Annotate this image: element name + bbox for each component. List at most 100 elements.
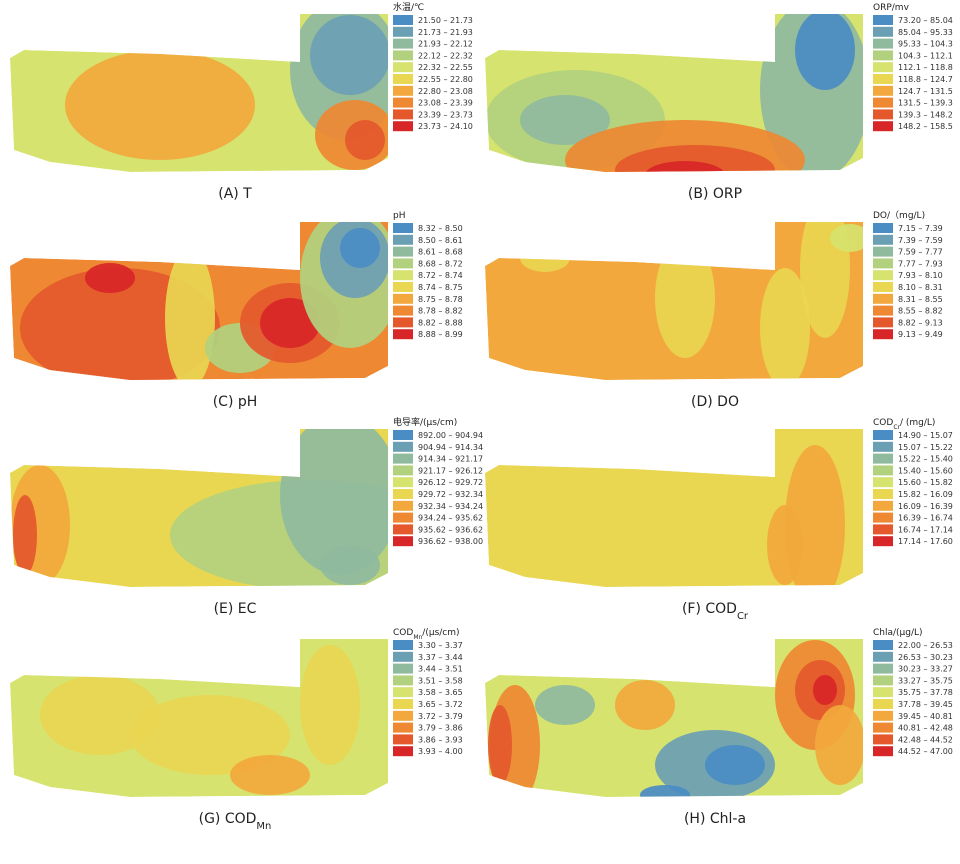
legend-label: 118.8 – 124.7 [898,75,953,84]
map-panel: 水温/℃ 21.50 – 21.73 21.73 – 21.93 21.93 – 22… [10,1,473,202]
legend-title-text: 水温/℃ [393,1,424,13]
legend-label: 8.31 – 8.55 [898,295,943,304]
legend-swatch [873,62,893,73]
legend-label: 8.61 – 8.68 [418,248,463,257]
legend-title-text: DO/（mg/L) [873,210,925,221]
legend-swatch [873,246,893,257]
contour-zone [260,298,320,348]
legend-label: 3.79 – 3.86 [418,724,463,733]
legend-swatch [873,675,893,686]
legend-swatch [393,699,413,709]
legend-label: 8.82 – 9.13 [898,318,943,327]
legend-label: 3.72 – 3.79 [418,712,463,721]
caption: (E) EC [214,601,257,617]
legend-swatch [393,687,413,698]
legend-swatch [873,15,893,25]
legend-label: 14.90 – 15.07 [898,431,953,440]
legend-swatch [873,524,893,535]
legend-swatch [393,453,413,464]
legend-swatch [873,329,893,340]
legend-label: 35.75 – 37.78 [898,688,953,697]
caption: (C) pH [213,394,258,410]
legend-label: 22.00 – 26.53 [898,641,953,650]
legend-label: 8.68 – 8.72 [418,259,463,268]
legend-title-after: /(μs/cm) [422,628,459,638]
legend-swatch [873,536,893,547]
legend-label: 3.86 – 3.93 [418,735,463,744]
legend-swatch [393,734,413,745]
contour-zone [705,745,765,785]
legend-label: 16.74 – 17.14 [898,525,953,534]
legend-label: 15.60 – 15.82 [898,478,953,487]
legend-label: 22.32 – 22.55 [418,63,473,72]
legend-swatch [873,465,893,476]
caption-text: (A) T [218,186,252,202]
legend-label: 112.1 – 118.8 [898,63,953,72]
legend-swatch [873,121,893,132]
caption-text: (D) DO [691,394,739,410]
legend-swatch [393,234,413,245]
legend-label: 7.59 – 7.77 [898,248,943,257]
legend-label: 8.72 – 8.74 [418,271,463,280]
legend-swatch [393,441,413,452]
legend-title: pH [393,211,405,221]
legend-swatch [393,512,413,523]
caption-text: (H) Chl-a [684,811,746,827]
legend-label: 7.39 – 7.59 [898,236,943,245]
legend-swatch [873,512,893,523]
legend-swatch [873,258,893,269]
caption-sub: Mn [256,821,271,832]
legend-label: 148.2 – 158.5 [898,122,953,131]
legend-label: 3.51 – 3.58 [418,676,463,685]
legend-swatch [873,85,893,96]
caption-text: (E) EC [214,601,257,617]
legend-swatch [393,663,413,674]
map-panel: 电导率/(μs/cm) 892.00 – 904.94 904.94 – 914.3… [10,416,483,617]
legend-swatch [873,74,893,84]
legend-title-text: 电导率/(μs/cm) [393,416,457,428]
legend-label: 3.30 – 3.37 [418,641,463,650]
legend-swatch [393,97,413,108]
legend-label: 30.23 – 33.27 [898,665,953,674]
legend-label: 21.73 – 21.93 [418,28,473,37]
legend-label: 26.53 – 30.23 [898,653,953,662]
legend-label: 929.72 – 932.34 [418,490,483,499]
contour-zone [815,705,863,785]
legend-label: 8.75 – 8.78 [418,295,463,304]
legend-swatch [393,38,413,49]
legend-label: 37.78 – 39.45 [898,700,953,709]
map [485,14,863,172]
contour-zone [813,675,837,705]
legend-label: 3.58 – 3.65 [418,688,463,697]
legend-swatch [873,441,893,452]
map [485,222,863,380]
legend-swatch [873,305,893,316]
legend-swatch [393,246,413,257]
legend-label: 40.81 – 42.48 [898,724,953,733]
contour-zone [165,248,215,380]
contour-zone [130,695,290,775]
caption: (D) DO [691,394,739,410]
legend-label: 932.34 – 934.24 [418,502,483,511]
legend-title-sub: Mn [413,634,422,641]
legend-label: 935.62 – 936.62 [418,525,483,534]
legend-title-text: pH [393,211,405,221]
legend-swatch [873,50,893,61]
legend-label: 124.7 – 131.5 [898,87,953,96]
legend-swatch [873,710,893,721]
legend-title: 水温/℃ [393,1,424,13]
legend-label: 8.74 – 8.75 [418,283,463,292]
legend-label: 44.52 – 47.00 [898,747,953,756]
legend-title: CODCr/ (mg/L) [873,418,935,431]
legend-label: 16.09 – 16.39 [898,502,953,511]
map-panel: CODMn/(μs/cm)3.30 – 3.373.37 – 3.443.44 … [10,628,463,832]
legend-label: 15.40 – 15.60 [898,466,953,475]
legend-swatch [393,329,413,340]
contour-zone [340,228,380,268]
legend-swatch [873,663,893,674]
legend-swatch [393,50,413,61]
legend-swatch [873,317,893,328]
legend-label: 33.27 – 35.75 [898,676,953,685]
legend-label: 936.62 – 938.00 [418,537,483,546]
